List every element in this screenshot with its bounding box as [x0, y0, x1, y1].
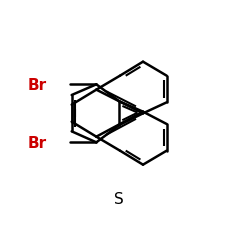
Text: S: S	[114, 192, 124, 207]
Text: Br: Br	[28, 135, 47, 150]
Text: Br: Br	[28, 77, 47, 93]
